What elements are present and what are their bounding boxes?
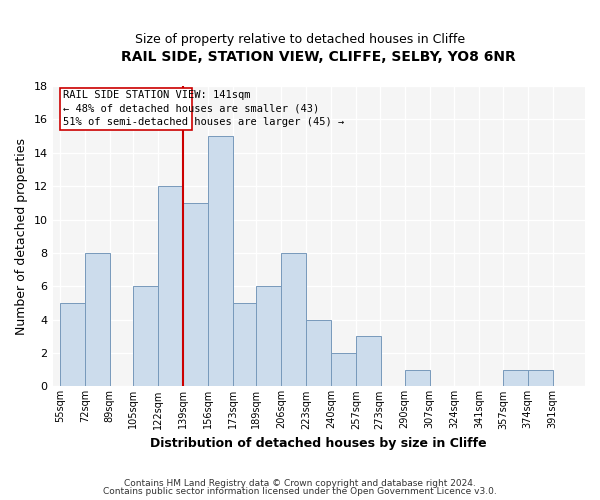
Bar [331, 353, 356, 386]
Text: Contains public sector information licensed under the Open Government Licence v3: Contains public sector information licen… [103, 487, 497, 496]
Bar [208, 136, 233, 386]
Bar [256, 286, 281, 386]
Bar [356, 336, 381, 386]
Bar [85, 253, 110, 386]
Bar [307, 320, 331, 386]
Text: Contains HM Land Registry data © Crown copyright and database right 2024.: Contains HM Land Registry data © Crown c… [124, 478, 476, 488]
X-axis label: Distribution of detached houses by size in Cliffe: Distribution of detached houses by size … [151, 437, 487, 450]
Bar [404, 370, 430, 386]
Bar [183, 203, 208, 386]
Text: RAIL SIDE STATION VIEW: 141sqm: RAIL SIDE STATION VIEW: 141sqm [63, 90, 250, 100]
Text: ← 48% of detached houses are smaller (43): ← 48% of detached houses are smaller (43… [63, 104, 319, 114]
Text: 51% of semi-detached houses are larger (45) →: 51% of semi-detached houses are larger (… [63, 117, 344, 127]
Bar [503, 370, 528, 386]
Bar [60, 303, 85, 386]
Bar [133, 286, 158, 386]
Bar [281, 253, 307, 386]
Text: Size of property relative to detached houses in Cliffe: Size of property relative to detached ho… [135, 32, 465, 46]
Bar [158, 186, 183, 386]
Y-axis label: Number of detached properties: Number of detached properties [15, 138, 28, 334]
Title: RAIL SIDE, STATION VIEW, CLIFFE, SELBY, YO8 6NR: RAIL SIDE, STATION VIEW, CLIFFE, SELBY, … [121, 50, 516, 64]
Bar [233, 303, 258, 386]
FancyBboxPatch shape [60, 88, 192, 130]
Bar [528, 370, 553, 386]
